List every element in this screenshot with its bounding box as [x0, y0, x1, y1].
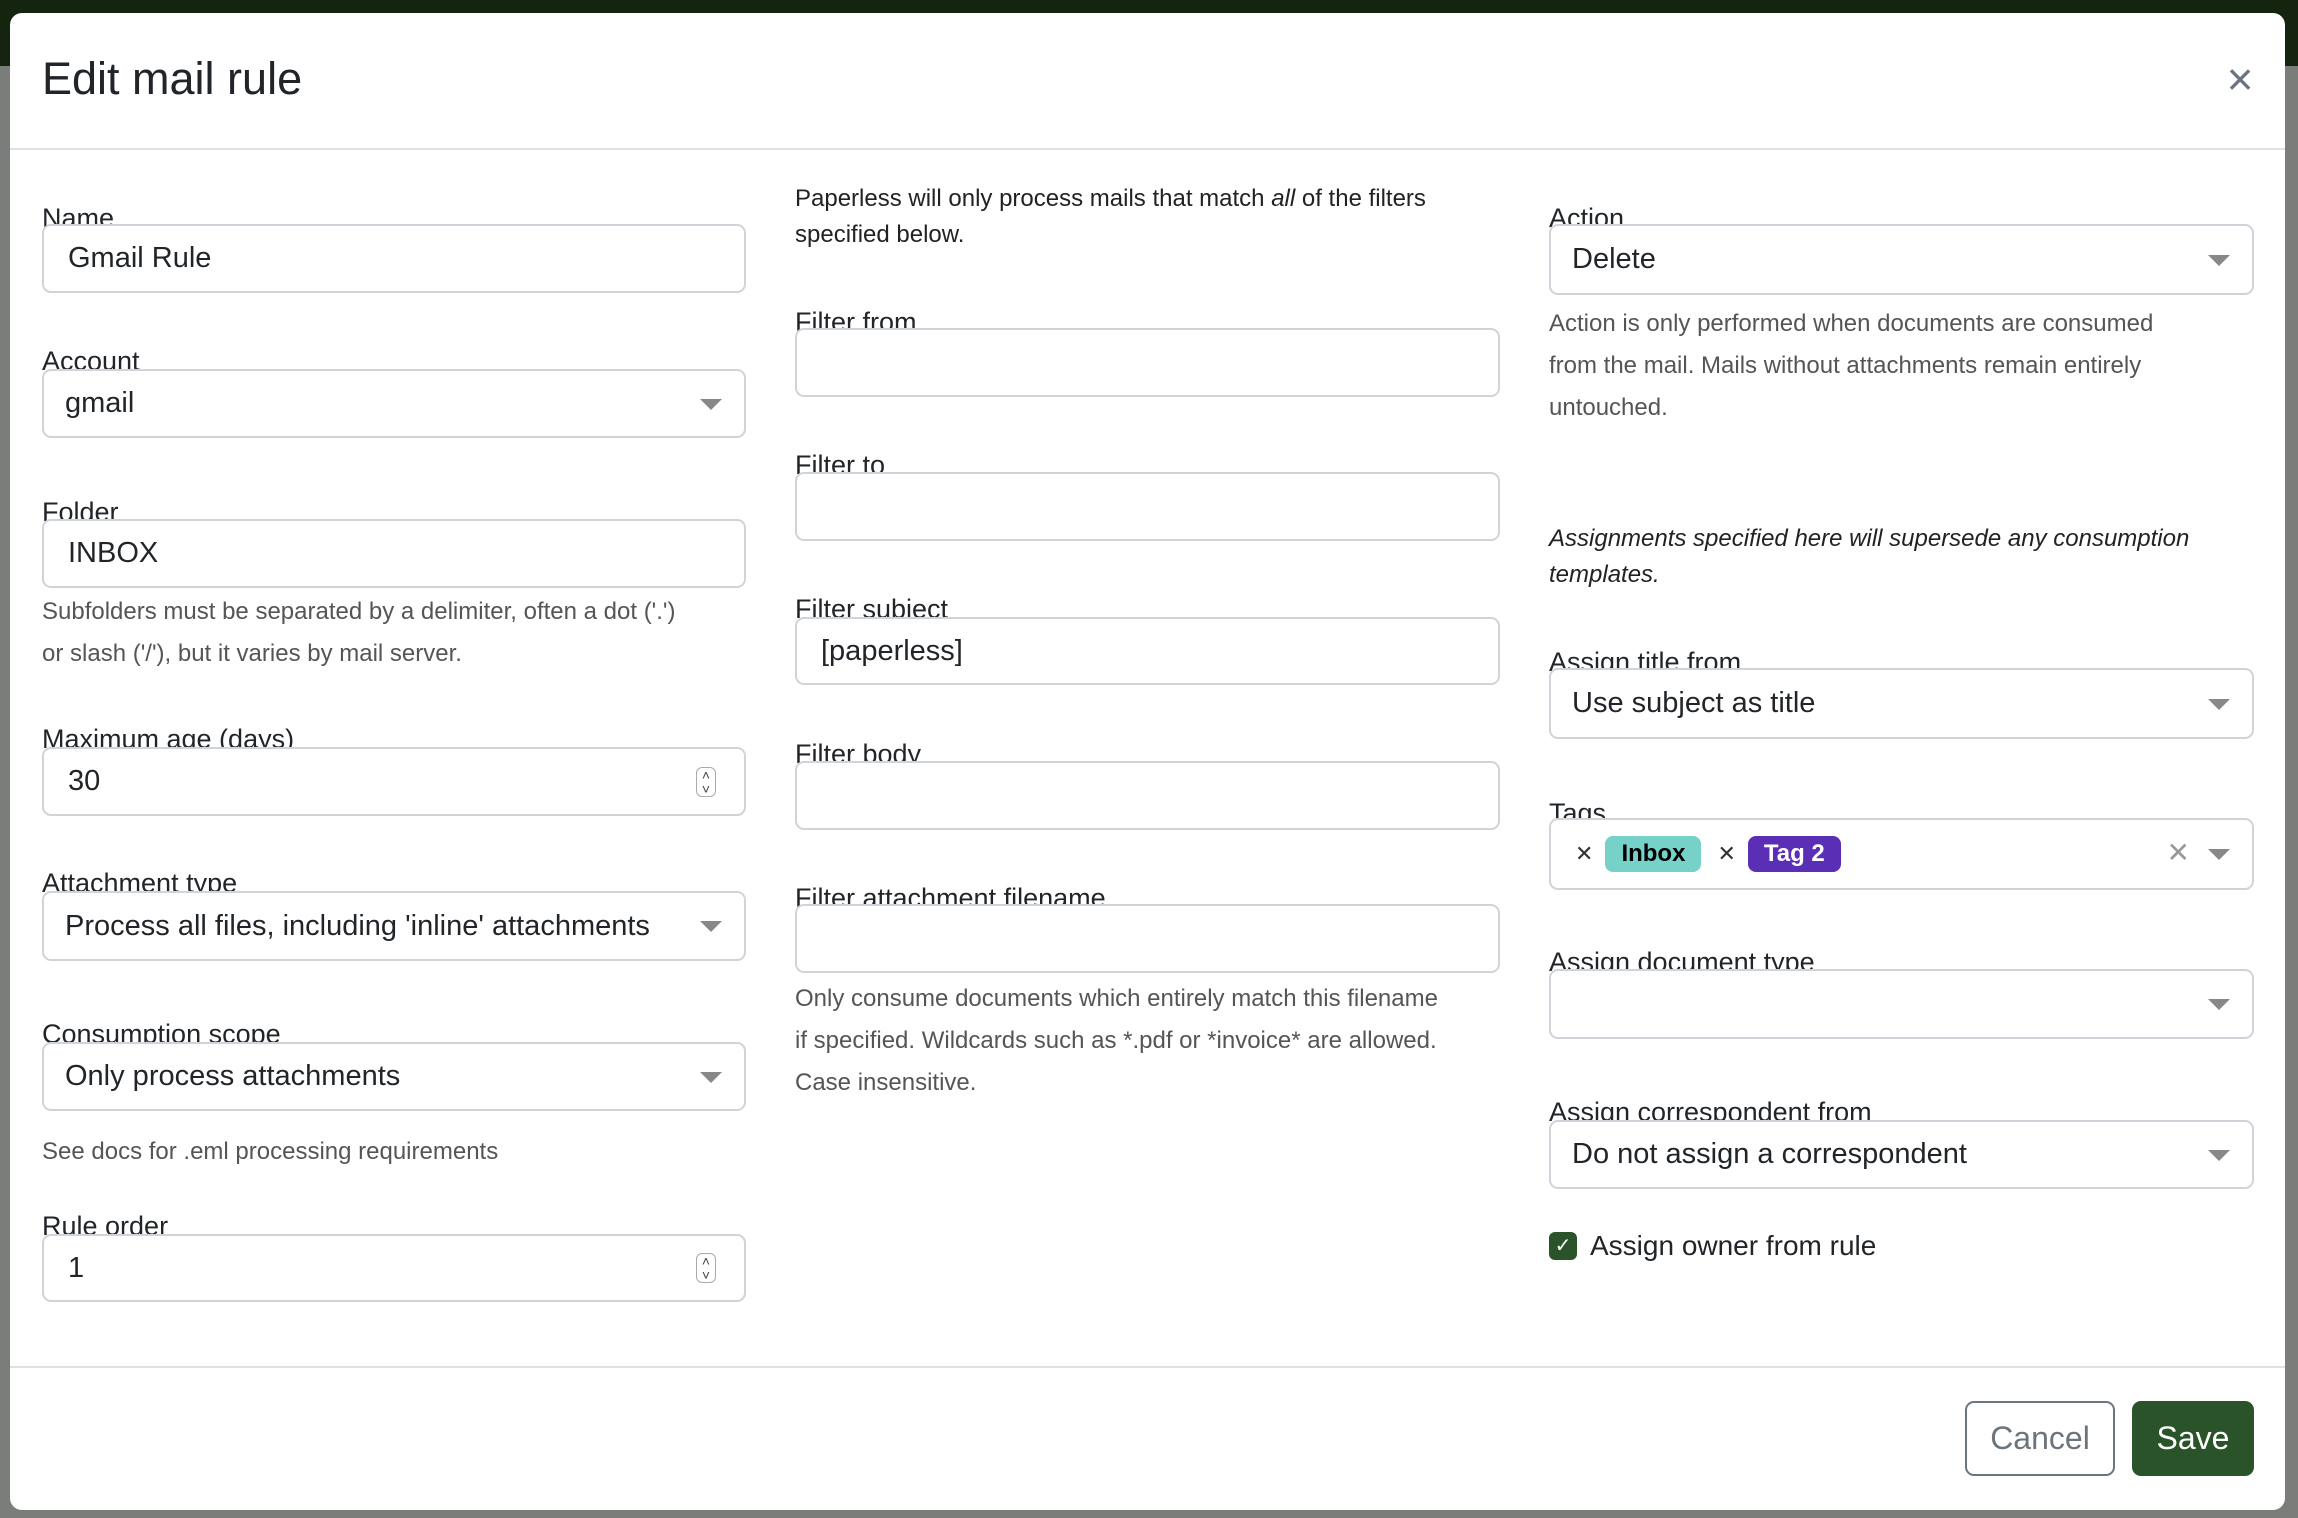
name-input[interactable]: Gmail Rule [42, 224, 746, 293]
correspondent-value: Do not assign a correspondent [1572, 1138, 1967, 1170]
account-select[interactable]: gmail [42, 369, 746, 438]
stepper-icon[interactable]: ˄ ˅ [696, 1253, 716, 1283]
assign-owner-checkbox[interactable]: ✓ [1549, 1232, 1577, 1260]
consumption-scope-value: Only process attachments [65, 1060, 401, 1092]
doc-type-select[interactable] [1549, 969, 2254, 1039]
assignments-note: Assignments specified here will supersed… [1549, 521, 2189, 593]
assign-title-value: Use subject as title [1572, 687, 1816, 719]
tag-badge-inbox: Inbox [1605, 836, 1702, 872]
chevron-down-icon [2208, 849, 2230, 860]
action-help: Action is only performed when documents … [1549, 303, 2153, 429]
intro-text: specified below. [795, 221, 965, 248]
assign-owner-label[interactable]: Assign owner from rule [1590, 1230, 1877, 1261]
stepper-icon[interactable]: ˄ ˅ [696, 766, 716, 797]
tags-select[interactable]: ✕ Inbox ✕ Tag 2 ✕ [1549, 818, 2254, 890]
assign-title-select[interactable]: Use subject as title [1549, 668, 2254, 739]
attachment-type-value: Process all files, including 'inline' at… [65, 909, 650, 942]
remove-tag-icon[interactable]: ✕ [1717, 841, 1736, 866]
action-select[interactable]: Delete [1549, 224, 2254, 295]
max-age-value: 30 [68, 765, 101, 797]
correspondent-select[interactable]: Do not assign a correspondent [1549, 1120, 2254, 1189]
attachment-type-select[interactable]: Process all files, including 'inline' at… [42, 891, 746, 961]
close-icon[interactable]: × [2226, 53, 2254, 105]
chevron-down-icon [700, 1071, 722, 1083]
consumption-scope-select[interactable]: Only process attachments [42, 1042, 746, 1111]
help-line: Only consume documents which entirely ma… [795, 985, 1438, 1012]
chevron-down-icon [700, 921, 722, 932]
chevron-down-icon [2208, 698, 2230, 710]
folder-help-line: or slash ('/'), but it varies by mail se… [42, 640, 462, 667]
account-value: gmail [65, 387, 135, 419]
intro-emphasis: all [1271, 185, 1296, 212]
tag-badge-tag-2: Tag 2 [1747, 836, 1841, 872]
intro-text: Paperless will only process mails that m… [795, 185, 1272, 212]
max-age-input[interactable]: 30 ˄ ˅ [42, 747, 746, 816]
chevron-down-icon [2208, 999, 2230, 1010]
rule-order-input[interactable]: 1 ˄ ˅ [42, 1234, 746, 1302]
folder-value: INBOX [68, 537, 159, 569]
chevron-down-icon [2208, 1149, 2230, 1161]
remove-tag-icon[interactable]: ✕ [1575, 841, 1594, 866]
edit-mail-rule-modal: Edit mail rule × Name Gmail Rule Account… [10, 13, 2285, 1510]
folder-help-line: Subfolders must be separated by a delimi… [42, 598, 676, 625]
clear-all-icon[interactable]: ✕ [2166, 837, 2190, 868]
chevron-down-icon [700, 398, 722, 410]
intro-text: of the filters [1295, 185, 1426, 212]
note-line: Assignments specified here will supersed… [1549, 525, 2190, 552]
filter-subject-value: [paperless] [821, 634, 963, 667]
modal-title: Edit mail rule [42, 53, 303, 104]
action-value: Delete [1572, 243, 1656, 275]
filter-filename-input[interactable] [795, 904, 1500, 973]
chevron-down-icon [2208, 254, 2230, 266]
filter-body-input[interactable] [795, 761, 1500, 830]
folder-input[interactable]: INBOX [42, 519, 746, 588]
filter-subject-input[interactable]: [paperless] [795, 617, 1500, 685]
help-line: Case insensitive. [795, 1069, 977, 1096]
save-button[interactable]: Save [2132, 1401, 2254, 1476]
filter-to-input[interactable] [795, 472, 1500, 541]
help-line: if specified. Wildcards such as *.pdf or… [795, 1027, 1437, 1054]
filename-help: Only consume documents which entirely ma… [795, 978, 1438, 1104]
scope-help: See docs for .eml processing requirement… [42, 1138, 499, 1165]
filter-from-input[interactable] [795, 328, 1500, 397]
help-line: Action is only performed when documents … [1549, 310, 2154, 337]
footer-divider [10, 1366, 2285, 1368]
note-line: templates. [1549, 561, 1660, 588]
cancel-button[interactable]: Cancel [1965, 1401, 2115, 1476]
filters-intro: Paperless will only process mails that m… [795, 181, 1426, 253]
folder-help: Subfolders must be separated by a delimi… [42, 591, 676, 675]
help-line: untouched. [1549, 394, 1668, 421]
help-line: from the mail. Mails without attachments… [1549, 352, 2142, 379]
header-divider [10, 148, 2285, 150]
name-value: Gmail Rule [68, 242, 212, 274]
rule-order-value: 1 [68, 1251, 85, 1284]
